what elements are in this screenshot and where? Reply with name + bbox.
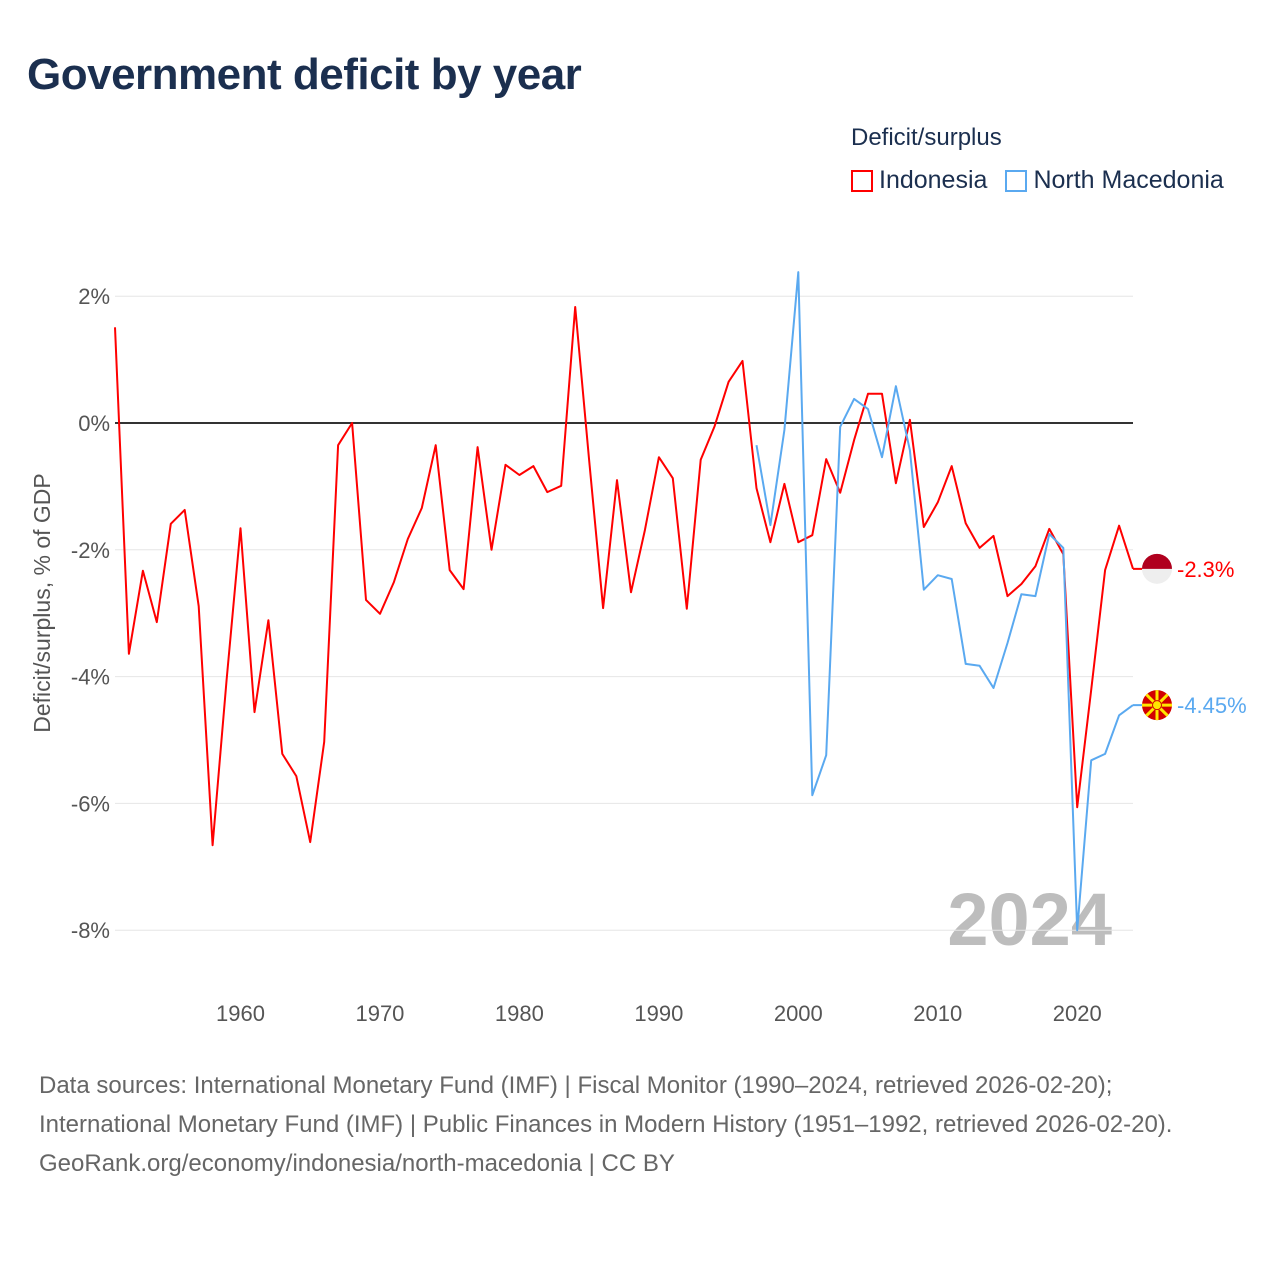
y-tick-label: 0% (78, 411, 110, 436)
end-value-label-north-macedonia: -4.45% (1177, 693, 1247, 718)
y-tick-label: 2% (78, 284, 110, 309)
footer: Data sources: International Monetary Fun… (39, 1066, 1239, 1183)
y-tick-label: -8% (71, 918, 110, 943)
x-tick-label: 2020 (1053, 1001, 1102, 1026)
legend-swatch-north-macedonia (1005, 169, 1028, 192)
legend-label-indonesia: Indonesia (879, 166, 988, 194)
flag-indonesia-icon (1142, 553, 1172, 584)
x-tick-label: 1980 (495, 1001, 544, 1026)
flag-red-half (1142, 553, 1172, 569)
year-watermark: 2024 (947, 878, 1112, 961)
x-tick-label: 1990 (634, 1001, 683, 1026)
legend: Indonesia North Macedonia (851, 166, 1224, 195)
data-sources: Data sources: International Monetary Fun… (39, 1072, 1173, 1138)
legend-swatch-indonesia (851, 169, 873, 192)
flag-north-macedonia-icon (1142, 690, 1172, 721)
y-tick-label: -4% (71, 665, 110, 690)
x-tick-label: 2000 (774, 1001, 823, 1026)
series-line-indonesia (114, 306, 1134, 847)
legend-item-north-macedonia[interactable]: North Macedonia (1005, 166, 1224, 195)
legend-title: Deficit/surplus (851, 124, 1002, 151)
series-line-north-macedonia (755, 271, 1134, 932)
x-tick-label: 1960 (216, 1001, 265, 1026)
flag-sun (1152, 700, 1162, 711)
x-tick-label: 1970 (355, 1001, 404, 1026)
y-tick-label: -6% (71, 791, 110, 816)
legend-label-north-macedonia: North Macedonia (1033, 166, 1224, 194)
y-axis-label: Deficit/surplus, % of GDP (29, 473, 55, 732)
chart-title: Government deficit by year (27, 50, 582, 99)
x-tick-label: 2010 (913, 1001, 962, 1026)
credit-link[interactable]: GeoRank.org/economy/indonesia/north-mace… (39, 1150, 675, 1177)
legend-item-indonesia[interactable]: Indonesia (851, 166, 987, 195)
y-tick-label: -2% (71, 538, 110, 563)
end-value-label-indonesia: -2.3% (1177, 557, 1234, 582)
